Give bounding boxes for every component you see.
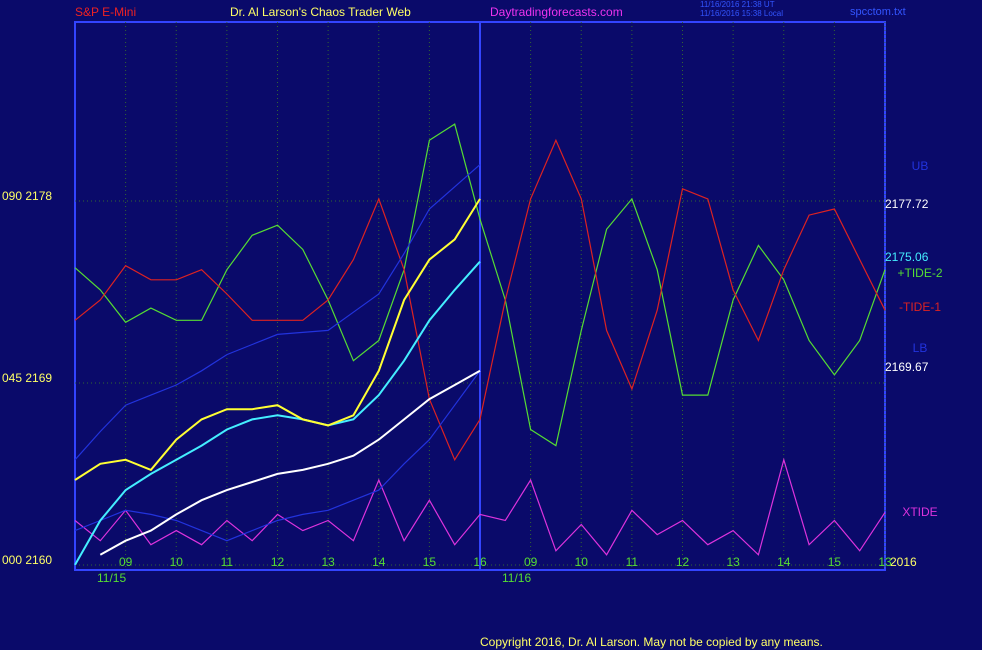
year: 2016 — [890, 555, 917, 569]
series-line — [74, 260, 481, 566]
x-tick-label: 13 — [726, 555, 740, 569]
series-line — [74, 164, 481, 461]
date-label: 11/15 — [97, 571, 126, 585]
series-line — [74, 198, 481, 481]
series-line — [74, 457, 886, 556]
series-line — [99, 369, 481, 556]
y-tick-label: 045 2169 — [2, 371, 52, 385]
lb-value: 2169.67 — [885, 360, 929, 374]
x-tick-label: 14 — [777, 555, 791, 569]
ub-value: 2177.72 — [885, 197, 929, 211]
x-tick-label: 10 — [170, 555, 184, 569]
series-label: +TIDE-2 — [897, 266, 942, 280]
series-label: LB — [913, 341, 928, 355]
x-tick-label: 14 — [372, 555, 386, 569]
time-local: 11/16/2016 15:38 Local — [700, 9, 783, 18]
x-tick-label: 09 — [524, 555, 538, 569]
x-tick-label: 09 — [119, 555, 133, 569]
x-tick-label: 10 — [575, 555, 589, 569]
file-name: spcctom.txt — [850, 6, 906, 18]
site-url: Daytradingforecasts.com — [490, 5, 623, 19]
y-tick-label: 000 2160 — [2, 553, 52, 567]
x-tick-label: 11 — [626, 555, 639, 569]
x-tick-label: 13 — [878, 555, 892, 569]
series-label: XTIDE — [902, 505, 937, 519]
site-title: Dr. Al Larson's Chaos Trader Web — [230, 5, 411, 19]
x-tick-label: 11 — [221, 555, 234, 569]
time-ut: 11/16/2016 21:38 UT — [700, 0, 775, 9]
series-line — [74, 370, 481, 542]
x-tick-label: 15 — [423, 555, 437, 569]
instrument: S&P E-Mini — [75, 5, 136, 19]
x-tick-label: 13 — [321, 555, 335, 569]
mid-value: 2175.06 — [885, 250, 929, 264]
series-line — [74, 138, 886, 462]
series-line — [74, 123, 886, 447]
series-label: -TIDE-1 — [899, 300, 941, 314]
x-tick-label: 15 — [828, 555, 842, 569]
copyright: Copyright 2016, Dr. Al Larson. May not b… — [480, 635, 823, 649]
y-tick-label: 090 2178 — [2, 189, 52, 203]
x-tick-label: 12 — [271, 555, 285, 569]
date-label: 11/16 — [502, 571, 531, 585]
x-tick-label: 12 — [676, 555, 690, 569]
series-label: UB — [912, 159, 929, 173]
